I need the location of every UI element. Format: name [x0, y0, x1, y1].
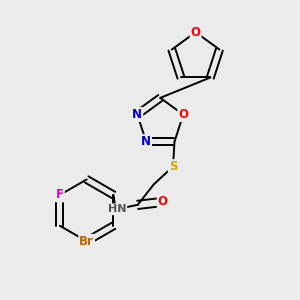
Text: F: F — [56, 188, 64, 201]
Text: O: O — [190, 26, 201, 39]
Text: O: O — [158, 195, 168, 208]
Text: N: N — [132, 108, 142, 121]
Text: N: N — [141, 135, 151, 148]
Text: S: S — [169, 160, 177, 173]
Text: O: O — [178, 108, 188, 121]
Text: HN: HN — [108, 204, 126, 214]
Text: Br: Br — [79, 235, 94, 248]
